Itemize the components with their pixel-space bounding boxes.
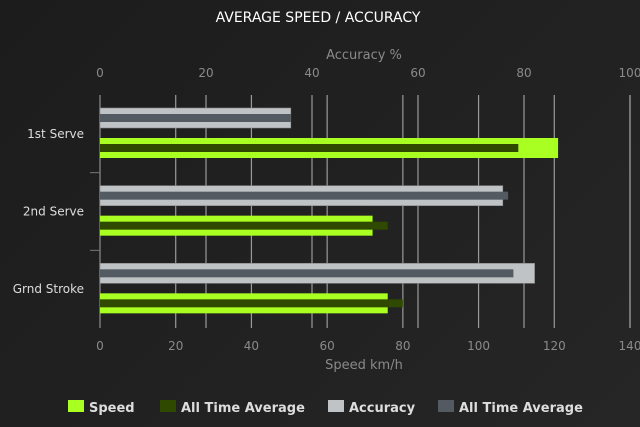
top-tick-label: 100 <box>619 66 640 80</box>
top-tick-label: 60 <box>410 66 425 80</box>
top-tick-label: 80 <box>516 66 531 80</box>
top-tick-label: 40 <box>304 66 319 80</box>
category-label: 2nd Serve <box>23 205 84 219</box>
bar-accuracy-all-time-average <box>100 114 291 122</box>
top-tick-label: 20 <box>198 66 213 80</box>
legend-swatch <box>328 400 344 412</box>
bar-speed-all-time-average <box>100 144 519 152</box>
legend-label: Speed <box>89 401 135 416</box>
bottom-tick-label: 0 <box>96 339 104 353</box>
bar-speed-all-time-average <box>100 221 388 230</box>
bottom-tick-label: 20 <box>168 339 183 353</box>
chart-title: AVERAGE SPEED / ACCURACY <box>216 10 421 26</box>
bottom-tick-label: 120 <box>543 339 566 353</box>
legend-label: All Time Average <box>181 401 305 416</box>
bottom-tick-label: 60 <box>320 339 335 353</box>
bottom-tick-label: 80 <box>395 339 410 353</box>
category-label: Grnd Stroke <box>13 282 84 296</box>
bottom-tick-label: 140 <box>619 339 640 353</box>
bar-accuracy-all-time-average <box>100 269 514 278</box>
legend-swatch <box>68 400 84 412</box>
top-tick-label: 0 <box>96 66 104 80</box>
bottom-tick-label: 100 <box>467 339 490 353</box>
bottom-axis-label: Speed km/h <box>325 358 403 373</box>
top-axis-label: Accuracy % <box>326 48 402 63</box>
category-label: 1st Serve <box>27 127 84 141</box>
bar-accuracy-all-time-average <box>100 191 509 200</box>
legend-swatch <box>438 400 454 412</box>
bottom-tick-label: 40 <box>244 339 259 353</box>
bar-speed-all-time-average <box>100 299 403 308</box>
legend-label: Accuracy <box>349 401 416 416</box>
legend-label: All Time Average <box>459 401 583 416</box>
legend-swatch <box>160 400 176 412</box>
